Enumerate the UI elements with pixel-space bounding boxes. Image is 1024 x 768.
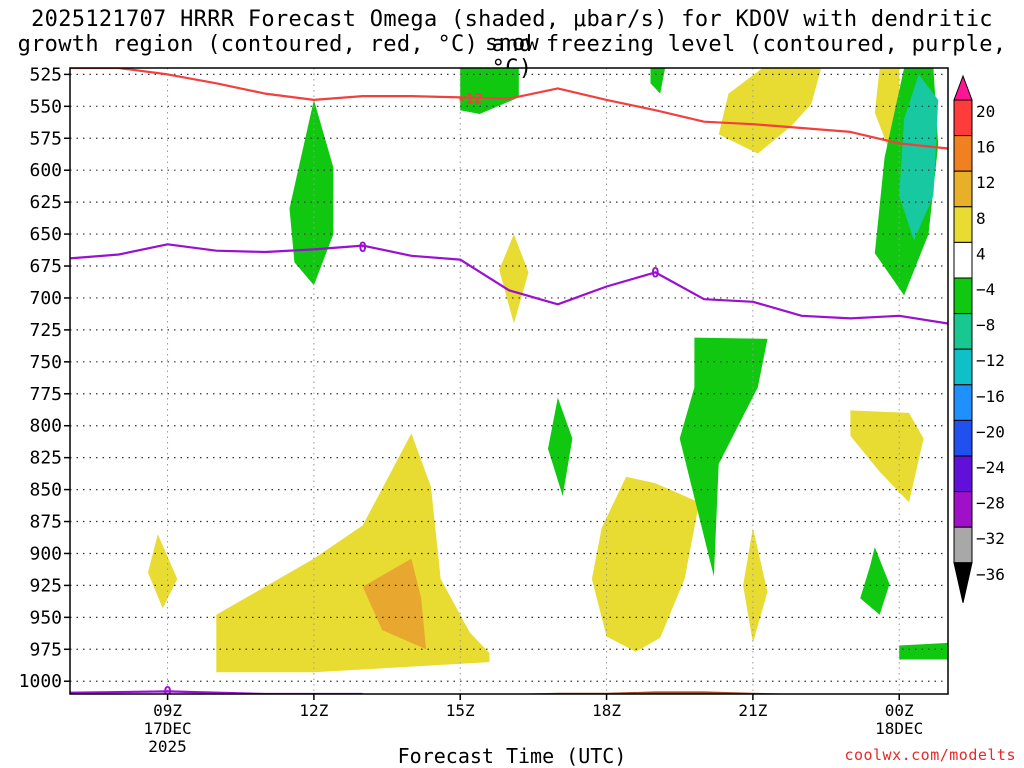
colorbar-label-9: −20 bbox=[976, 422, 1005, 441]
colorbar-box-9 bbox=[953, 384, 973, 421]
colorbar-label-0: 20 bbox=[976, 102, 995, 121]
y-tick-label-750: 750 bbox=[29, 352, 62, 373]
y-tick-label-1000: 1000 bbox=[19, 671, 62, 692]
colorbar-box-6 bbox=[953, 277, 973, 315]
y-tick-label-575: 575 bbox=[29, 128, 62, 149]
x-tick-label-15-0: 15Z bbox=[446, 701, 475, 720]
colorbar-label-2: 12 bbox=[976, 173, 995, 192]
omega-region-8 bbox=[850, 410, 924, 503]
colorbar-label-7: −12 bbox=[976, 351, 1005, 370]
colorbar-bottom-triangle bbox=[953, 562, 973, 603]
x-tick-label-9-1: 17DEC bbox=[143, 719, 191, 738]
y-tick-label-600: 600 bbox=[29, 160, 62, 181]
omega-region-13 bbox=[679, 337, 768, 577]
y-tick-label-850: 850 bbox=[29, 480, 62, 501]
colorbar-box-4 bbox=[953, 206, 973, 243]
colorbar-label-13: −36 bbox=[976, 565, 1005, 584]
omega-region-0 bbox=[148, 534, 178, 609]
x-tick-label-9-0: 09Z bbox=[153, 701, 182, 720]
omega-fill-layer bbox=[70, 68, 948, 694]
colorbar-label-10: −24 bbox=[976, 458, 1005, 477]
y-tick-label-775: 775 bbox=[29, 384, 62, 405]
omega-region-11 bbox=[650, 68, 666, 94]
x-tick-label-9-2: 2025 bbox=[148, 737, 187, 756]
x-tick-label-24-0: 00Z bbox=[885, 701, 914, 720]
omega-region-2 bbox=[362, 558, 427, 650]
omega-region-14 bbox=[860, 547, 890, 615]
colorbar-label-5: −4 bbox=[976, 280, 995, 299]
contour-freezing-level-upper bbox=[70, 243, 948, 325]
colorbar-label-3: 8 bbox=[976, 209, 986, 228]
contour-dendritic-growth-zone bbox=[70, 68, 948, 150]
colorbar-label-1: 16 bbox=[976, 138, 995, 157]
omega-region-3 bbox=[499, 234, 529, 324]
contour-label-1: 0 bbox=[358, 240, 366, 256]
y-tick-label-825: 825 bbox=[29, 448, 62, 469]
x-tick-label-18-0: 18Z bbox=[592, 701, 621, 720]
contour-layer: -12 0 0 0 bbox=[70, 68, 948, 700]
x-tick-label-21-0: 21Z bbox=[738, 701, 767, 720]
contour-label-0: -12 bbox=[457, 92, 482, 108]
y-tick-label-925: 925 bbox=[29, 575, 62, 596]
y-tick-label-800: 800 bbox=[29, 416, 62, 437]
colorbar-box-1 bbox=[953, 99, 973, 137]
contour-label-2: 0 bbox=[651, 265, 659, 281]
y-tick-label-625: 625 bbox=[29, 192, 62, 213]
colorbar-label-8: −16 bbox=[976, 387, 1005, 406]
y-tick-label-975: 975 bbox=[29, 639, 62, 660]
x-tick-label-24-1: 18DEC bbox=[875, 719, 923, 738]
axes-layer: 525 550 575 600 625 650 675 700 725 750 775 800 825 8… bbox=[19, 64, 949, 756]
omega-region-15 bbox=[899, 642, 948, 660]
colorbar-box-13 bbox=[953, 526, 973, 564]
source-credit: coolwx.com/modelts bbox=[844, 746, 1016, 764]
colorbar-label-12: −32 bbox=[976, 529, 1005, 548]
grid-layer bbox=[70, 68, 948, 694]
colorbar-label-4: 4 bbox=[976, 244, 986, 263]
colorbar-box-10 bbox=[953, 419, 973, 457]
x-axis-label: Forecast Time (UTC) bbox=[397, 744, 627, 768]
y-tick-label-650: 650 bbox=[29, 224, 62, 245]
y-tick-label-550: 550 bbox=[29, 96, 62, 117]
y-tick-label-900: 900 bbox=[29, 543, 62, 564]
colorbar-box-12 bbox=[953, 491, 973, 528]
y-tick-label-525: 525 bbox=[29, 64, 62, 85]
contour-label-3: 0 bbox=[163, 684, 171, 700]
omega-region-1 bbox=[216, 433, 490, 673]
omega-region-10 bbox=[460, 68, 519, 114]
colorbar-label-11: −28 bbox=[976, 494, 1005, 513]
y-tick-label-875: 875 bbox=[29, 512, 62, 533]
y-tick-label-700: 700 bbox=[29, 288, 62, 309]
y-tick-label-725: 725 bbox=[29, 320, 62, 341]
colorbar-box-8 bbox=[953, 348, 973, 386]
colorbar-top-triangle bbox=[953, 74, 973, 101]
omega-region-12 bbox=[548, 397, 573, 496]
colorbar-box-11 bbox=[953, 455, 973, 493]
omega-region-9 bbox=[289, 99, 334, 286]
colorbar-box-7 bbox=[953, 313, 973, 350]
colorbar: 20 16 12 8 4 −4 −8 −12 −16 −20 −24 −28 −32 −36 bbox=[953, 74, 1005, 603]
chart-title-line2: growth region (contoured, red, °C) and f… bbox=[17, 32, 1007, 81]
colorbar-box-3 bbox=[953, 170, 973, 208]
colorbar-box-2 bbox=[953, 135, 973, 172]
colorbar-label-6: −8 bbox=[976, 316, 995, 335]
y-tick-label-675: 675 bbox=[29, 256, 62, 277]
colorbar-box-5 bbox=[953, 241, 973, 279]
omega-region-6 bbox=[718, 68, 822, 154]
chart-title-line1: 2025121707 HRRR Forecast Omega (shaded, … bbox=[31, 7, 993, 56]
y-tick-label-950: 950 bbox=[29, 607, 62, 628]
x-tick-label-12-0: 12Z bbox=[299, 701, 328, 720]
contour-freezing-level-surface bbox=[70, 690, 363, 694]
plot-frame bbox=[69, 67, 949, 695]
omega-region-4 bbox=[591, 476, 700, 652]
omega-region-17 bbox=[899, 74, 939, 241]
omega-region-5 bbox=[743, 527, 768, 643]
